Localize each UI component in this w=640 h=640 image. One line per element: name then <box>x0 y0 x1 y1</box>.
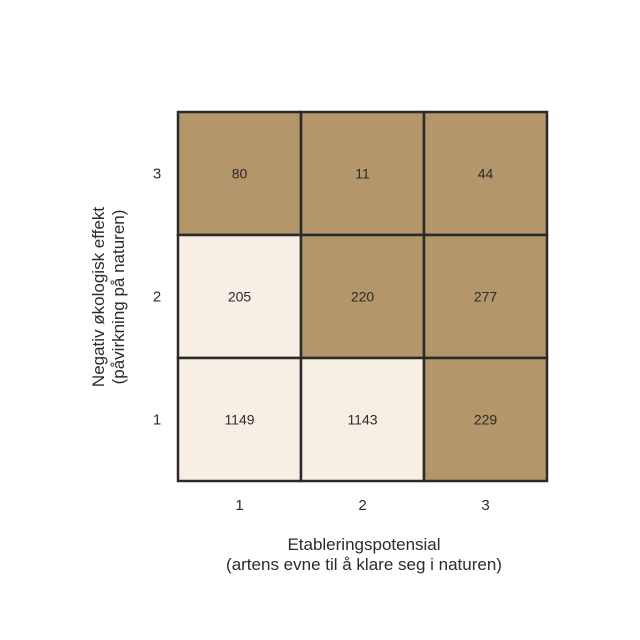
heatmap-cell-x2-y3 <box>299 110 426 237</box>
heatmap-cell-x1-y3 <box>176 110 303 237</box>
cell-value-x2-y2: 220 <box>351 289 375 305</box>
x-axis-ticks: 1 2 3 <box>235 497 489 514</box>
cell-value-labels: 80 11 44 205 220 277 1149 1143 229 <box>224 166 497 428</box>
y-tick-label: 2 <box>153 289 161 306</box>
cell-value-x2-y3: 11 <box>355 166 370 182</box>
x-axis-title-line-2: (artens evne til å klare seg i naturen) <box>226 555 502 574</box>
x-tick-label: 3 <box>481 497 489 514</box>
x-tick-label: 1 <box>235 497 243 514</box>
cell-value-x1-y1: 1149 <box>224 412 254 428</box>
y-axis-ticks: 1 2 3 <box>153 166 161 429</box>
cell-value-x3-y2: 277 <box>474 289 498 305</box>
cell-value-x3-y1: 229 <box>474 412 498 428</box>
heatmap-cell-x2-y1 <box>299 356 426 483</box>
heatmap-cell-x1-y1 <box>176 356 303 483</box>
y-axis-title-line-1: Negativ økologisk effekt <box>89 207 108 387</box>
heatmap-cells <box>176 110 549 483</box>
heatmap-cell-x3-y2 <box>422 233 549 360</box>
cell-value-x1-y3: 80 <box>232 166 248 182</box>
x-tick-label: 2 <box>358 497 366 514</box>
cell-value-x2-y1: 1143 <box>347 412 377 428</box>
cell-value-x3-y3: 44 <box>478 166 494 182</box>
x-axis-title-line-1: Etableringspotensial <box>287 535 440 554</box>
heatmap-cell-x3-y1 <box>422 356 549 483</box>
y-tick-label: 1 <box>153 412 161 429</box>
cell-value-x1-y2: 205 <box>228 289 252 305</box>
y-axis-title: Negativ økologisk effekt (påvirkning på … <box>89 207 128 387</box>
heatmap-cell-x3-y3 <box>422 110 549 237</box>
y-axis-title-line-2: (påvirkning på naturen) <box>109 210 128 385</box>
y-tick-label: 3 <box>153 166 161 183</box>
